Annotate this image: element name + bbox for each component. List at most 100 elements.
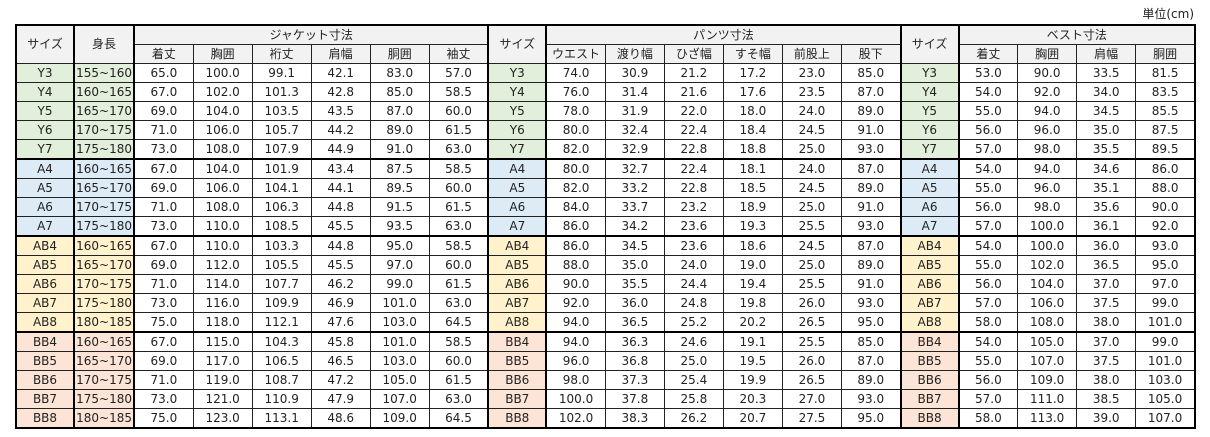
height-cell: 165~170 bbox=[73, 255, 135, 275]
jacket-cell: 101.0 bbox=[369, 293, 430, 313]
pants-cell: 91.0 bbox=[840, 120, 902, 140]
vest-cell: 35.0 bbox=[1076, 120, 1137, 140]
jacket-cell: 110.0 bbox=[192, 216, 253, 237]
pants-cell: 19.8 bbox=[722, 293, 783, 313]
jacket-cell: 63.0 bbox=[428, 139, 489, 160]
pants-cell: 82.0 bbox=[545, 139, 606, 160]
jacket-cell: 104.3 bbox=[251, 331, 312, 352]
height-cell: 160~165 bbox=[73, 158, 135, 179]
vest-cell: 57.0 bbox=[957, 293, 1019, 313]
pants-cell: 33.7 bbox=[604, 197, 665, 217]
jacket-cell: 64.5 bbox=[428, 312, 489, 333]
header-vest: ベスト寸法 bbox=[957, 24, 1197, 45]
vest-cell: 56.0 bbox=[957, 120, 1019, 140]
vest-cell: 99.0 bbox=[1135, 331, 1197, 352]
pants-size-cell: Y4 bbox=[487, 82, 547, 102]
pants-size-cell: A7 bbox=[487, 216, 547, 237]
pants-cell: 18.4 bbox=[722, 120, 783, 140]
jacket-cell: 61.5 bbox=[428, 370, 489, 390]
height-cell: 180~185 bbox=[73, 408, 135, 429]
header-jacket-col: 胴囲 bbox=[369, 44, 430, 64]
pants-cell: 95.0 bbox=[840, 312, 902, 333]
pants-cell: 89.0 bbox=[840, 178, 902, 198]
vest-cell: 37.0 bbox=[1076, 331, 1137, 352]
height-cell: 180~185 bbox=[73, 312, 135, 333]
pants-cell: 86.0 bbox=[545, 216, 606, 237]
header-pants-size: サイズ bbox=[487, 24, 547, 64]
vest-cell: 35.6 bbox=[1076, 197, 1137, 217]
vest-cell: 56.0 bbox=[957, 274, 1019, 294]
vest-cell: 96.0 bbox=[1017, 178, 1078, 198]
vest-cell: 54.0 bbox=[957, 331, 1019, 352]
vest-cell: 98.0 bbox=[1017, 197, 1078, 217]
jacket-cell: 67.0 bbox=[133, 331, 194, 352]
pants-cell: 30.9 bbox=[604, 63, 665, 83]
vest-cell: 38.5 bbox=[1076, 389, 1137, 409]
jacket-cell: 107.9 bbox=[251, 139, 312, 160]
jacket-cell: 42.1 bbox=[310, 63, 371, 83]
header-vest-col: 肩幅 bbox=[1076, 44, 1137, 64]
jacket-cell: 99.1 bbox=[251, 63, 312, 83]
header-vest-col: 着丈 bbox=[957, 44, 1019, 64]
vest-cell: 86.0 bbox=[1135, 158, 1197, 179]
jacket-cell: 67.0 bbox=[133, 158, 194, 179]
pants-size-cell: Y6 bbox=[487, 120, 547, 140]
pants-cell: 22.4 bbox=[663, 158, 724, 179]
vest-cell: 55.0 bbox=[957, 178, 1019, 198]
header-pants-col: 渡り幅 bbox=[604, 44, 665, 64]
table-row: Y7 175~180 73.0 108.0 107.9 44.9 91.0 63.0 Y7 82.… bbox=[14, 139, 1197, 160]
table-row: Y3 155~160 65.0 100.0 99.1 42.1 83.0 57.0 Y3 74.0… bbox=[14, 63, 1197, 83]
height-cell: 155~160 bbox=[73, 63, 135, 83]
pants-cell: 18.0 bbox=[722, 101, 783, 121]
pants-cell: 85.0 bbox=[840, 63, 902, 83]
jacket-cell: 60.0 bbox=[428, 351, 489, 371]
size-chart-table: サイズ 身長 ジャケット寸法 サイズ パンツ寸法 サイズ ベスト寸法 着丈 胸囲裄… bbox=[14, 24, 1197, 429]
pants-cell: 19.3 bbox=[722, 216, 783, 237]
jacket-cell: 115.0 bbox=[192, 331, 253, 352]
pants-cell: 20.2 bbox=[722, 312, 783, 333]
pants-size-cell: Y3 bbox=[487, 63, 547, 83]
vest-cell: 58.0 bbox=[957, 408, 1019, 429]
size-cell: A4 bbox=[14, 158, 75, 179]
pants-cell: 25.0 bbox=[781, 255, 842, 275]
pants-cell: 95.0 bbox=[840, 408, 902, 429]
vest-cell: 98.0 bbox=[1017, 139, 1078, 160]
pants-cell: 26.5 bbox=[781, 312, 842, 333]
jacket-cell: 44.8 bbox=[310, 197, 371, 217]
table-row: AB6 170~175 71.0 114.0 107.7 46.2 99.0 61.5 AB6 9… bbox=[14, 274, 1197, 294]
size-cell: BB5 bbox=[14, 351, 75, 371]
vest-cell: 58.0 bbox=[957, 312, 1019, 333]
pants-cell: 36.8 bbox=[604, 351, 665, 371]
jacket-cell: 83.0 bbox=[369, 63, 430, 83]
pants-cell: 34.5 bbox=[604, 235, 665, 256]
pants-size-cell: A6 bbox=[487, 197, 547, 217]
header-jacket-col: 胸囲 bbox=[192, 44, 253, 64]
size-cell: A5 bbox=[14, 178, 75, 198]
jacket-cell: 112.0 bbox=[192, 255, 253, 275]
pants-cell: 19.0 bbox=[722, 255, 783, 275]
pants-cell: 98.0 bbox=[545, 370, 606, 390]
pants-cell: 93.0 bbox=[840, 216, 902, 237]
pants-cell: 18.6 bbox=[722, 235, 783, 256]
header-pants-col: すそ幅 bbox=[722, 44, 783, 64]
vest-cell: 54.0 bbox=[957, 158, 1019, 179]
pants-cell: 25.5 bbox=[781, 331, 842, 352]
jacket-cell: 71.0 bbox=[133, 120, 194, 140]
vest-cell: 100.0 bbox=[1017, 235, 1078, 256]
pants-cell: 25.8 bbox=[663, 389, 724, 409]
jacket-cell: 60.0 bbox=[428, 255, 489, 275]
vest-size-cell: AB5 bbox=[899, 255, 960, 275]
pants-cell: 25.5 bbox=[781, 216, 842, 237]
jacket-cell: 114.0 bbox=[192, 274, 253, 294]
vest-size-cell: A6 bbox=[899, 197, 960, 217]
jacket-cell: 107.7 bbox=[251, 274, 312, 294]
vest-cell: 35.5 bbox=[1076, 139, 1137, 160]
pants-cell: 89.0 bbox=[840, 101, 902, 121]
jacket-cell: 48.6 bbox=[310, 408, 371, 429]
pants-cell: 21.2 bbox=[663, 63, 724, 83]
vest-cell: 57.0 bbox=[957, 216, 1019, 237]
pants-cell: 23.2 bbox=[663, 197, 724, 217]
vest-size-cell: Y5 bbox=[899, 101, 960, 121]
table-row: BB5 165~170 69.0 117.0 106.5 46.5 103.0 60.0 BB5… bbox=[14, 351, 1197, 371]
pants-cell: 87.0 bbox=[840, 158, 902, 179]
